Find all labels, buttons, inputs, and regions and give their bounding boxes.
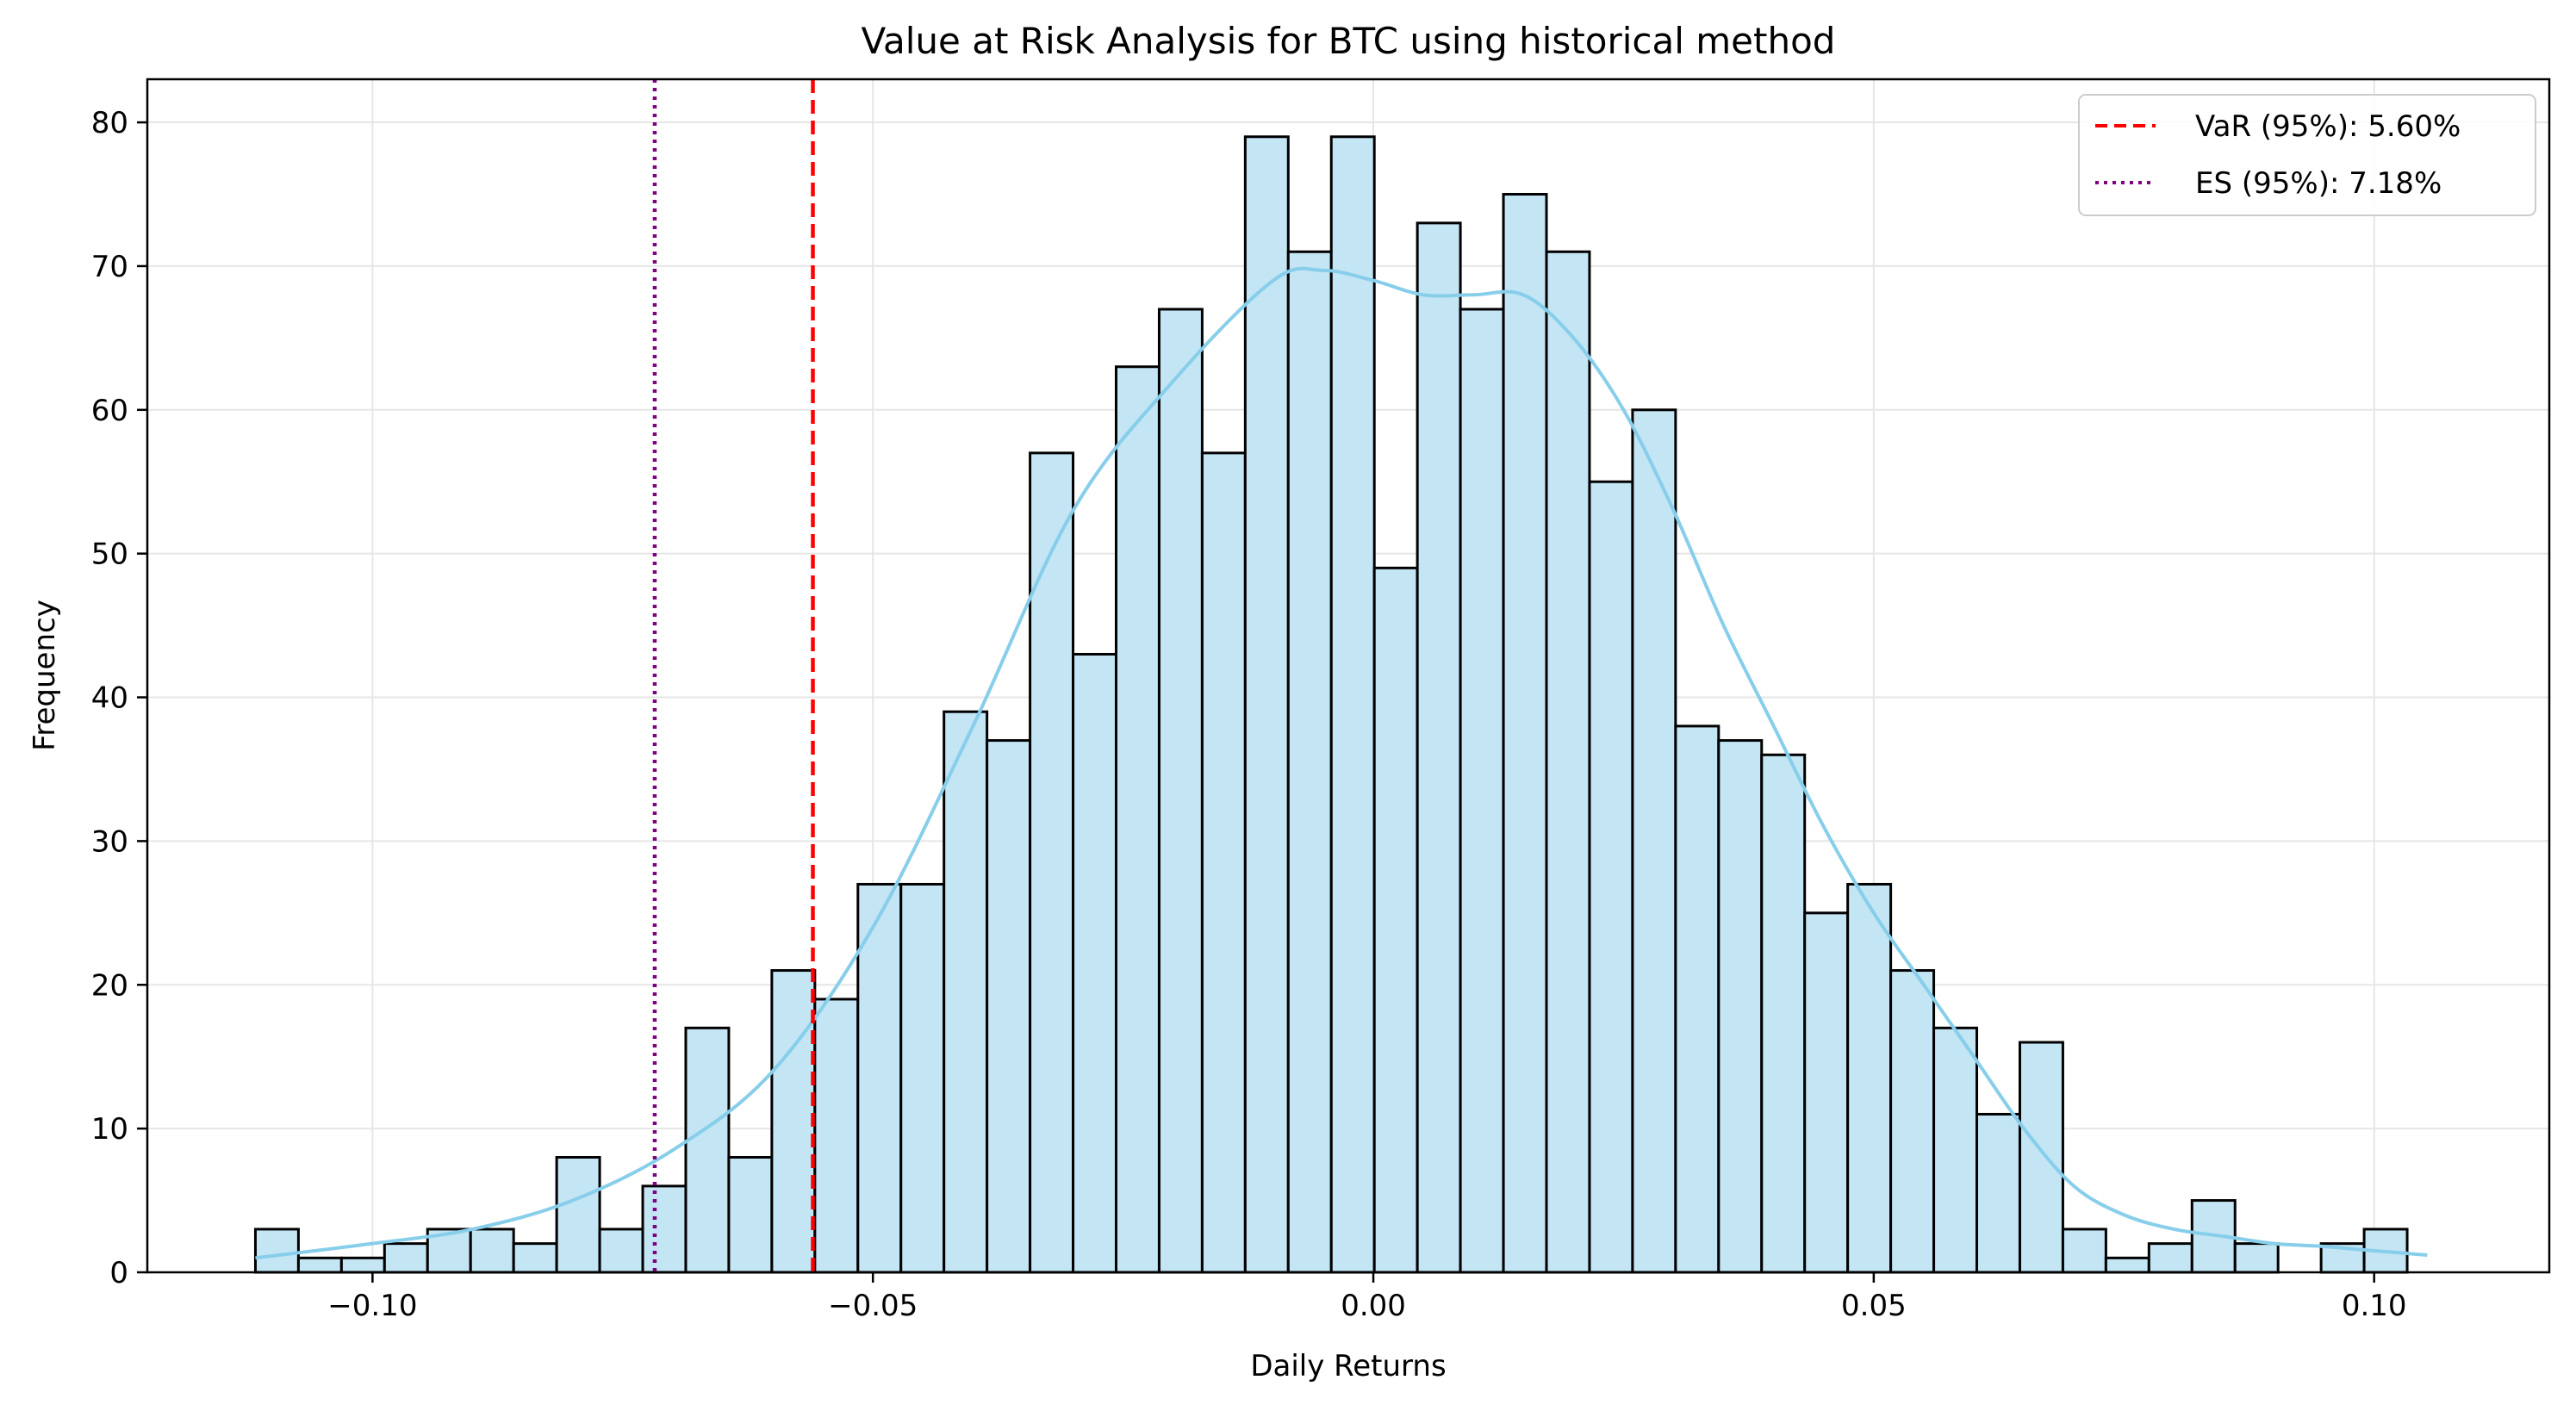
y-axis-ticks: 0 10 20 30 40 50 60 70 80 <box>91 106 147 1290</box>
histogram-bar-17 <box>987 741 1030 1272</box>
histogram-bar-8 <box>600 1229 643 1272</box>
histogram-bar-39 <box>1934 1028 1977 1272</box>
histogram-bar-0 <box>255 1229 298 1272</box>
histogram-bar-20 <box>1116 367 1159 1272</box>
x-axis-label: Daily Returns <box>1250 1349 1446 1383</box>
y-tick-label-3: 30 <box>91 824 128 859</box>
histogram-bar-41 <box>2019 1042 2063 1272</box>
histogram-bar-24 <box>1288 252 1331 1272</box>
histogram-bar-19 <box>1073 654 1117 1272</box>
histogram-bar-30 <box>1546 252 1590 1272</box>
histogram-bar-7 <box>557 1158 600 1272</box>
histogram-bar-38 <box>1891 971 1934 1272</box>
legend-var-label: VaR (95%): 5.60% <box>2195 109 2461 144</box>
histogram-bars <box>255 137 2407 1272</box>
histogram-bar-5 <box>470 1229 513 1272</box>
histogram-bar-28 <box>1460 309 1503 1272</box>
histogram-bar-34 <box>1719 741 1762 1272</box>
x-tick-label-2: 0.00 <box>1341 1289 1406 1323</box>
x-tick-label-0: −0.10 <box>327 1289 417 1323</box>
x-tick-label-4: 0.10 <box>2342 1289 2407 1323</box>
histogram-bar-26 <box>1374 568 1417 1272</box>
histogram-bar-22 <box>1202 453 1245 1272</box>
histogram-bar-35 <box>1762 755 1805 1272</box>
x-tick-label-1: −0.05 <box>828 1289 918 1323</box>
histogram-bar-23 <box>1245 137 1288 1272</box>
histogram-bar-1 <box>298 1258 341 1272</box>
legend: VaR (95%): 5.60% ES (95%): 7.18% <box>2079 95 2536 215</box>
histogram-bar-10 <box>686 1028 729 1272</box>
histogram-bar-11 <box>729 1158 772 1272</box>
histogram-bar-29 <box>1503 194 1546 1272</box>
histogram-bar-43 <box>2106 1258 2149 1272</box>
histogram-bar-12 <box>772 971 815 1272</box>
histogram-bar-9 <box>643 1186 686 1272</box>
histogram-bar-40 <box>1977 1114 2020 1272</box>
histogram-bar-31 <box>1590 482 1633 1272</box>
histogram-bar-27 <box>1417 223 1460 1272</box>
histogram-bar-42 <box>2063 1229 2106 1272</box>
histogram-bar-18 <box>1030 453 1073 1272</box>
chart-title: Value at Risk Analysis for BTC using his… <box>862 20 1836 62</box>
histogram-bar-6 <box>513 1244 557 1272</box>
y-tick-label-7: 70 <box>91 250 128 284</box>
histogram-bar-2 <box>341 1258 384 1272</box>
y-axis-label: Frequency <box>28 600 62 751</box>
histogram-bar-16 <box>944 712 987 1272</box>
histogram-bar-13 <box>815 999 858 1272</box>
legend-es-label: ES (95%): 7.18% <box>2195 166 2442 201</box>
y-tick-label-0: 0 <box>109 1256 128 1290</box>
histogram-bar-44 <box>2149 1244 2192 1272</box>
y-tick-label-8: 80 <box>91 106 128 140</box>
x-tick-label-3: 0.05 <box>1841 1289 1907 1323</box>
y-tick-label-6: 60 <box>91 394 128 428</box>
y-tick-label-1: 10 <box>91 1112 128 1147</box>
y-tick-label-5: 50 <box>91 538 128 572</box>
histogram-bar-37 <box>1848 884 1891 1272</box>
histogram-bar-46 <box>2235 1244 2278 1272</box>
histogram-bar-15 <box>901 884 944 1272</box>
histogram-bar-32 <box>1633 410 1676 1272</box>
histogram-bar-21 <box>1159 309 1202 1272</box>
y-tick-label-4: 40 <box>91 681 128 716</box>
histogram-bar-25 <box>1331 137 1374 1272</box>
x-axis-ticks: −0.10 −0.05 0.00 0.05 0.10 <box>327 1272 2406 1323</box>
histogram-bar-36 <box>1805 913 1848 1272</box>
histogram-bar-3 <box>384 1244 427 1272</box>
y-tick-label-2: 20 <box>91 968 128 1003</box>
histogram-bar-33 <box>1676 726 1719 1272</box>
